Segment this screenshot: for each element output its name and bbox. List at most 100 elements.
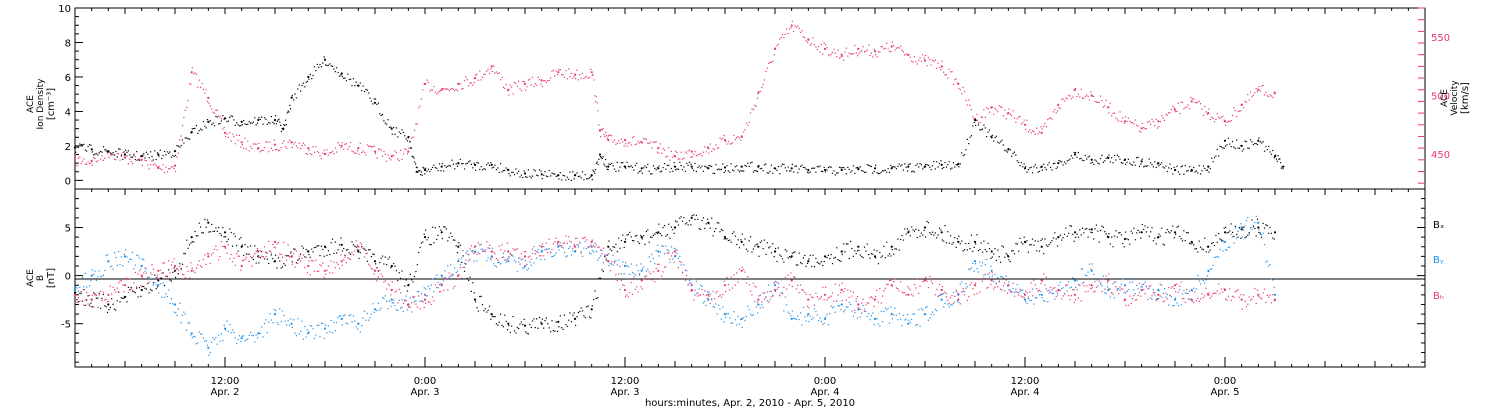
trace-dot xyxy=(219,232,221,235)
trace-dot xyxy=(273,246,275,248)
trace-dot xyxy=(702,151,704,153)
data-point xyxy=(990,136,993,139)
trace-dot xyxy=(287,255,289,257)
trace-dot xyxy=(926,220,928,222)
trace-dot xyxy=(1201,248,1203,250)
trace-dot xyxy=(1091,231,1093,234)
trace-dot xyxy=(602,156,604,158)
trace-dot xyxy=(283,314,285,317)
data-point xyxy=(90,148,93,151)
data-point xyxy=(707,167,710,170)
trace-dot xyxy=(659,251,661,253)
trace-dot xyxy=(1193,287,1195,289)
trace-dot xyxy=(526,176,528,178)
trace-dot xyxy=(308,331,310,333)
trace-dot xyxy=(285,119,287,121)
trace-dot xyxy=(550,175,552,177)
trace-dot xyxy=(640,234,642,236)
trace-dot xyxy=(1265,91,1267,94)
trace-dot xyxy=(1181,298,1184,300)
trace-dot xyxy=(1220,239,1222,241)
trace-dot xyxy=(212,230,214,233)
trace-dot xyxy=(954,237,956,239)
trace-dot xyxy=(1090,91,1092,93)
trace-dot xyxy=(526,263,528,266)
trace-dot xyxy=(644,243,646,245)
trace-dot xyxy=(654,233,656,235)
trace-dot xyxy=(823,322,825,324)
trace-dot xyxy=(123,151,125,153)
trace-dot xyxy=(811,296,813,298)
data-point xyxy=(1023,298,1027,301)
trace-dot xyxy=(976,113,978,115)
trace-dot xyxy=(311,78,313,80)
trace-dot xyxy=(83,286,85,288)
trace-dot xyxy=(427,301,429,303)
trace-dot xyxy=(584,316,586,319)
trace-dot xyxy=(440,290,442,293)
trace-dot xyxy=(977,250,979,252)
trace-dot xyxy=(509,331,511,334)
trace-dot xyxy=(618,140,620,142)
trace-dot xyxy=(673,154,675,156)
trace-dot xyxy=(645,230,647,232)
trace-dot xyxy=(358,153,360,155)
data-point xyxy=(623,264,627,268)
trace-dot xyxy=(363,256,366,258)
trace-dot xyxy=(812,296,814,299)
trace-dot xyxy=(1119,286,1121,288)
trace-dot xyxy=(470,82,472,84)
trace-dot xyxy=(962,86,964,88)
trace-dot xyxy=(519,323,521,325)
trace-dot xyxy=(255,262,257,264)
trace-dot xyxy=(915,287,917,289)
trace-dot xyxy=(1012,110,1014,112)
data-point xyxy=(1057,162,1060,165)
trace-dot xyxy=(341,142,343,144)
trace-dot xyxy=(651,279,653,281)
data-point xyxy=(190,236,193,239)
trace-dot xyxy=(763,292,766,294)
trace-dot xyxy=(1133,227,1135,229)
data-point xyxy=(207,346,210,349)
trace-dot xyxy=(1098,280,1100,282)
trace-dot xyxy=(394,133,396,135)
trace-dot xyxy=(469,276,471,278)
trace-dot xyxy=(205,340,207,342)
trace-dot xyxy=(356,249,359,251)
trace-dot xyxy=(468,254,470,256)
trace-dot xyxy=(150,164,152,166)
trace-dot xyxy=(275,149,277,151)
trace-dot xyxy=(225,329,227,331)
data-point xyxy=(473,77,477,80)
trace-dot xyxy=(95,161,97,163)
trace-dot xyxy=(894,166,896,168)
trace-dot xyxy=(447,240,449,242)
data-point xyxy=(323,245,327,248)
trace-dot xyxy=(143,285,145,288)
trace-dot xyxy=(600,157,602,159)
data-point xyxy=(807,260,810,263)
trace-dot xyxy=(308,149,310,151)
trace-dot xyxy=(844,251,846,253)
trace-dot xyxy=(1044,238,1046,240)
trace-dot xyxy=(1063,293,1066,295)
trace-dot xyxy=(801,324,803,326)
trace-dot xyxy=(759,90,761,92)
trace-dot xyxy=(288,324,291,326)
trace-dot xyxy=(368,145,370,147)
trace-dot xyxy=(1040,283,1042,285)
trace-dot xyxy=(723,280,725,282)
trace-dot xyxy=(386,264,388,266)
trace-dot xyxy=(565,235,567,237)
trace-dot xyxy=(1040,290,1042,293)
trace-dot xyxy=(537,251,539,254)
trace-dot xyxy=(1152,120,1154,123)
trace-dot xyxy=(158,292,160,294)
trace-dot xyxy=(1195,170,1197,172)
trace-dot xyxy=(172,303,174,305)
trace-dot xyxy=(998,281,1000,283)
trace-dot xyxy=(84,163,86,165)
trace-dot xyxy=(909,235,911,237)
trace-dot xyxy=(741,326,743,328)
